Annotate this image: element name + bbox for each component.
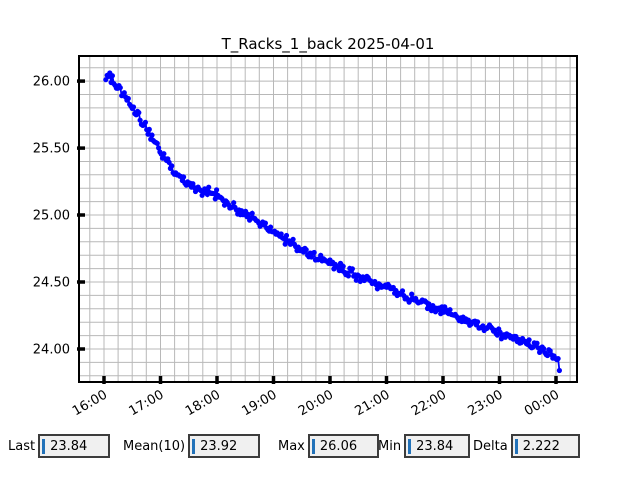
stat-max-entry[interactable]: 26.06 [307,434,379,458]
text-cursor [192,438,196,454]
stat-min: Min 23.84 [378,434,471,458]
svg-text:25.50: 25.50 [33,142,70,157]
chart-title: T_Racks_1_back 2025-04-01 [221,35,435,53]
svg-text:16:00: 16:00 [70,387,110,419]
svg-text:20:00: 20:00 [296,387,336,419]
stat-delta: Delta 2.222 [473,434,580,458]
x-tick-labels: 16:00 17:00 18:00 19:00 20:00 21:00 22:00 23:00… [70,387,562,419]
svg-text:19:00: 19:00 [240,387,280,419]
stat-min-label: Min [378,438,402,454]
svg-text:25.00: 25.00 [33,209,70,224]
stat-last-value: 23.84 [50,438,88,454]
stat-mean-entry[interactable]: 23.92 [188,434,261,458]
stat-max-value: 26.06 [319,438,358,454]
y-tick-labels: 24.00 24.50 25.00 25.50 26.00 [33,75,70,358]
svg-text:21:00: 21:00 [353,387,393,419]
major-ticks [77,79,558,384]
svg-text:24.00: 24.00 [33,343,70,358]
stat-last: Last 23.84 [8,434,111,458]
svg-text:26.00: 26.00 [33,75,70,90]
svg-text:23:00: 23:00 [466,387,506,419]
stat-mean-label: Mean(10) [123,438,186,454]
text-cursor [514,438,518,454]
stat-delta-entry[interactable]: 2.222 [510,434,580,458]
svg-text:24.50: 24.50 [33,276,70,291]
svg-text:17:00: 17:00 [127,387,167,419]
text-cursor [42,438,46,454]
stat-min-value: 23.84 [416,438,454,454]
stat-last-entry[interactable]: 23.84 [38,434,111,458]
stat-mean: Mean(10) 23.92 [123,434,261,458]
axes-border [78,55,578,383]
grid [79,56,577,382]
stat-last-label: Last [8,438,36,454]
stat-max: Max 26.06 [278,434,379,458]
svg-text:22:00: 22:00 [409,387,449,419]
text-cursor [311,438,315,454]
stat-delta-label: Delta [473,438,508,454]
stat-mean-value: 23.92 [200,438,238,454]
stat-max-label: Max [278,438,305,454]
text-cursor [408,438,412,454]
stat-min-entry[interactable]: 23.84 [404,434,471,458]
svg-text:00:00: 00:00 [522,387,562,419]
svg-text:18:00: 18:00 [183,387,223,419]
stat-delta-value: 2.222 [522,438,560,454]
data-series [103,70,563,374]
